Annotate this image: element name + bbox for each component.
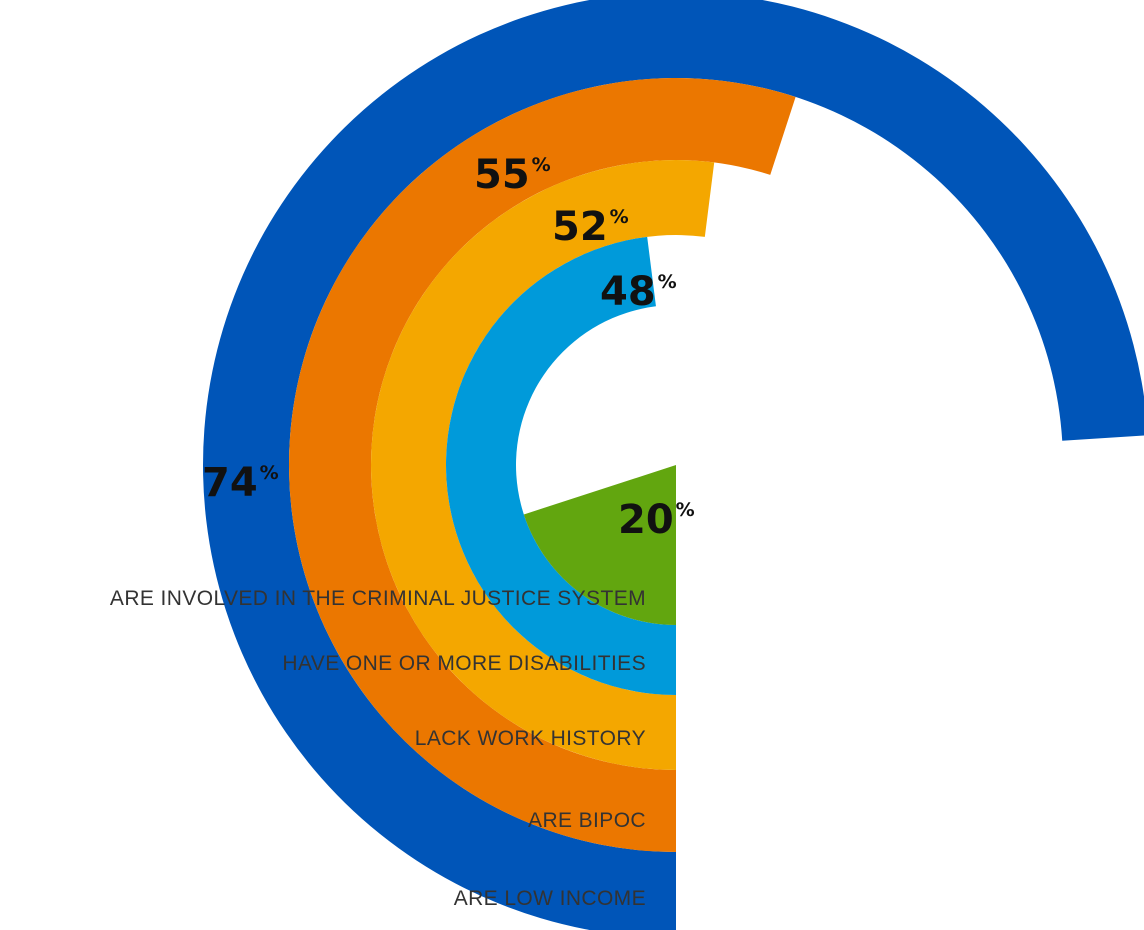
ring-segment-3: [371, 160, 715, 770]
value-label-1: 20%: [618, 497, 695, 543]
category-label-3: LACK WORK HISTORY: [415, 727, 646, 750]
category-label-4: ARE BIPOC: [528, 809, 646, 832]
category-label-1: ARE INVOLVED IN THE CRIMINAL JUSTICE SYS…: [110, 587, 646, 610]
category-label-2: HAVE ONE OR MORE DISABILITIES: [282, 652, 646, 675]
value-label-2: 48%: [600, 269, 677, 315]
ring-segment-4: [289, 78, 796, 853]
value-label-5: 74%: [202, 460, 279, 506]
value-label-3: 52%: [552, 204, 629, 250]
ring-segment-2: [445, 236, 676, 696]
ring-segment-1: [523, 465, 676, 625]
category-label-5: ARE LOW INCOME: [454, 887, 646, 910]
value-label-4: 55%: [474, 152, 551, 198]
